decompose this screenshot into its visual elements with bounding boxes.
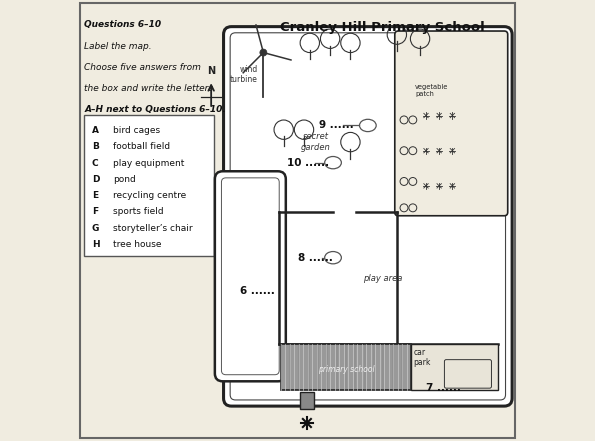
Text: sports field: sports field xyxy=(113,207,164,217)
Circle shape xyxy=(260,49,267,56)
Text: 9 ......: 9 ...... xyxy=(318,120,353,131)
Text: 6 ......: 6 ...... xyxy=(240,286,275,296)
Text: secret
garden: secret garden xyxy=(300,132,330,152)
FancyBboxPatch shape xyxy=(444,360,491,388)
Bar xyxy=(300,392,314,408)
Text: the box and write the letters: the box and write the letters xyxy=(84,84,214,93)
Text: Cranley Hill Primary School: Cranley Hill Primary School xyxy=(280,21,485,34)
Text: play area: play area xyxy=(363,274,402,283)
FancyBboxPatch shape xyxy=(215,171,286,381)
FancyBboxPatch shape xyxy=(84,115,214,256)
Text: football field: football field xyxy=(113,142,170,151)
Text: play equipment: play equipment xyxy=(113,158,184,168)
Text: N: N xyxy=(207,66,215,76)
Text: H: H xyxy=(92,240,99,249)
Bar xyxy=(411,344,499,390)
Bar xyxy=(281,344,411,390)
FancyBboxPatch shape xyxy=(80,3,515,438)
Text: pond: pond xyxy=(113,175,136,184)
Text: F: F xyxy=(92,207,98,217)
Text: A: A xyxy=(92,126,99,135)
FancyBboxPatch shape xyxy=(395,31,508,216)
Text: bird cages: bird cages xyxy=(113,126,160,135)
Text: E: E xyxy=(92,191,98,200)
Text: Questions 6–10: Questions 6–10 xyxy=(84,20,161,30)
Text: Choose five answers from: Choose five answers from xyxy=(84,63,201,72)
Text: Label the map.: Label the map. xyxy=(84,41,152,51)
Text: A–H next to Questions 6–10.: A–H next to Questions 6–10. xyxy=(84,105,226,114)
Text: recycling centre: recycling centre xyxy=(113,191,186,200)
Text: wind
turbine: wind turbine xyxy=(230,65,258,84)
Text: D: D xyxy=(92,175,99,184)
Text: 7 ......: 7 ...... xyxy=(426,383,461,393)
Text: storyteller’s chair: storyteller’s chair xyxy=(113,224,193,232)
Text: tree house: tree house xyxy=(113,240,161,249)
Text: vegetable
patch: vegetable patch xyxy=(415,84,449,97)
Text: G: G xyxy=(92,224,99,232)
Text: 8 ......: 8 ...... xyxy=(298,253,333,263)
Text: car
park: car park xyxy=(414,348,431,367)
FancyBboxPatch shape xyxy=(224,26,512,406)
Text: primary school: primary school xyxy=(318,365,374,374)
Text: B: B xyxy=(92,142,99,151)
Text: 10 ......: 10 ...... xyxy=(287,157,328,168)
Text: C: C xyxy=(92,158,98,168)
